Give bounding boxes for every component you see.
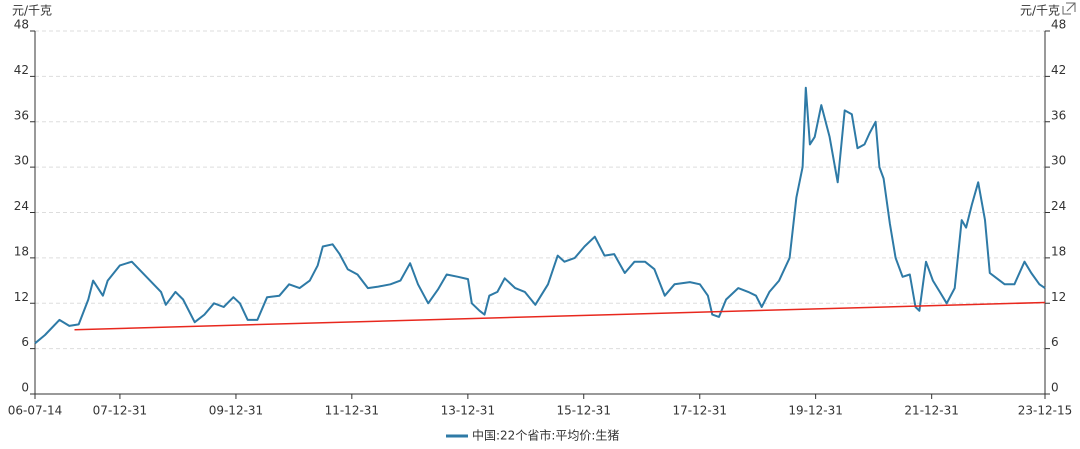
x-tick-label: 15-12-31 bbox=[556, 404, 610, 418]
y-tick-label: 24 bbox=[14, 199, 29, 213]
x-tick-label: 11-12-31 bbox=[325, 404, 379, 418]
expand-icon[interactable] bbox=[1062, 2, 1076, 15]
legend-item: 中国:22个省市:平均价:生猪 bbox=[446, 428, 619, 443]
y-tick-label: 48 bbox=[14, 18, 29, 32]
x-tick-label: 19-12-31 bbox=[788, 404, 842, 418]
y2-tick-label: 12 bbox=[1051, 290, 1066, 304]
y2-tick-label: 48 bbox=[1051, 18, 1066, 32]
x-tick-label: 21-12-31 bbox=[904, 404, 958, 418]
x-tick-label: 09-12-31 bbox=[209, 404, 263, 418]
y2-tick-label: 24 bbox=[1051, 199, 1066, 213]
y2-tick-label: 18 bbox=[1051, 244, 1066, 258]
y2-tick-label: 42 bbox=[1051, 63, 1066, 77]
y-tick-label: 0 bbox=[21, 381, 29, 395]
trend-line bbox=[74, 301, 1046, 331]
x-tick-label: 13-12-31 bbox=[441, 404, 495, 418]
y2-tick-label: 30 bbox=[1051, 154, 1066, 168]
legend-label: 中国:22个省市:平均价:生猪 bbox=[472, 428, 619, 443]
x-tick-label: 07-12-31 bbox=[93, 404, 147, 418]
y-tick-label: 42 bbox=[14, 63, 29, 77]
y2-tick-label: 36 bbox=[1051, 108, 1066, 122]
y2-tick-label: 6 bbox=[1051, 335, 1059, 349]
y2-tick-label: 0 bbox=[1051, 381, 1059, 395]
line-series bbox=[34, 86, 1046, 345]
x-tick-label: 06-07-14 bbox=[8, 404, 62, 418]
y2-axis-label: 元/千克 bbox=[1020, 4, 1060, 18]
y-tick-label: 30 bbox=[14, 154, 29, 168]
y-axis-label: 元/千克 bbox=[12, 4, 52, 18]
y-tick-label: 12 bbox=[14, 290, 29, 304]
x-tick-label: 17-12-31 bbox=[673, 404, 727, 418]
y-tick-label: 6 bbox=[21, 335, 29, 349]
x-tick-label: 23-12-15 bbox=[1018, 404, 1072, 418]
y-tick-label: 36 bbox=[14, 108, 29, 122]
y-tick-label: 18 bbox=[14, 244, 29, 258]
